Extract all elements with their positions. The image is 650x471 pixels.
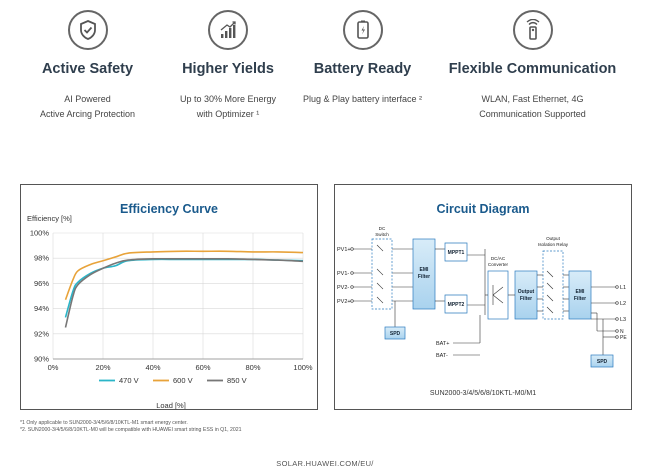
l2-label: L2 bbox=[620, 301, 626, 307]
efficiency-chart: 90% 92% 94% 96% 98% 100% 0% 20% 40% 60% 80% 100% Ef… bbox=[27, 214, 313, 409]
battery-phone-icon bbox=[342, 10, 383, 50]
output-filter-block bbox=[514, 270, 538, 320]
emi-label-1: EMI bbox=[420, 267, 430, 273]
feature-title: Higher Yields bbox=[182, 61, 274, 77]
x-tick-label: 20% bbox=[95, 363, 110, 372]
feature-title: Battery Ready bbox=[313, 61, 412, 77]
feature-active-safety: Active Safety AI Powered Active Arcing P… bbox=[30, 0, 145, 122]
dcac-label-1: DC/AC bbox=[491, 256, 506, 261]
feature-desc-line: Active Arcing Protection bbox=[39, 109, 136, 119]
shield-check-icon bbox=[67, 10, 108, 50]
x-tick-label: 80% bbox=[245, 363, 260, 372]
dc-switch-label-1: DC bbox=[379, 226, 386, 231]
feature-title: Flexible Communication bbox=[448, 61, 617, 77]
pv1-minus-label: PV1- bbox=[337, 271, 349, 277]
y-tick-label: 92% bbox=[34, 329, 49, 338]
feature-desc-line: Communication Supported bbox=[479, 109, 586, 119]
y-tick-label: 98% bbox=[34, 254, 49, 263]
y-tick-label: 90% bbox=[34, 355, 49, 364]
relay-box bbox=[542, 250, 564, 320]
footnote-2: *2. SUN2000-3/4/5/6/8/10KTL-M0 will be c… bbox=[20, 427, 242, 433]
series-line-600-v bbox=[64, 250, 304, 301]
bat-minus-label: BAT- bbox=[436, 353, 448, 359]
mppt1-block bbox=[444, 242, 468, 262]
l1-label: L1 bbox=[620, 285, 626, 291]
circuit-title: Circuit Diagram bbox=[436, 202, 530, 216]
x-tick-label: 40% bbox=[145, 363, 160, 372]
features-row: Active Safety AI Powered Active Arcing P… bbox=[0, 0, 650, 140]
pv2-minus-label: PV2- bbox=[337, 285, 349, 291]
circuit-panel: Circuit Diagram PV1+ PV1- PV2- PV2+ DC S… bbox=[334, 184, 632, 410]
feature-desc-line: WLAN, Fast Ethernet, 4G bbox=[481, 94, 584, 104]
circuit-diagram: PV1+ PV1- PV2- PV2+ DC Switch SPD EMI Fi… bbox=[337, 226, 627, 397]
wlan-dongle-icon bbox=[512, 10, 553, 50]
dc-switch-contacts bbox=[376, 244, 384, 304]
legend-label: 850 V bbox=[227, 376, 247, 385]
feature-desc: Up to 30% More Energy with Optimizer ¹ bbox=[168, 92, 288, 122]
feature-desc-line: Up to 30% More Energy bbox=[179, 94, 277, 104]
feature-desc: Plug & Play battery interface ² bbox=[300, 92, 425, 107]
legend-label: 600 V bbox=[173, 376, 193, 385]
feature-higher-yields: Higher Yields Up to 30% More Energy with… bbox=[168, 0, 288, 122]
x-tick-label: 100% bbox=[293, 363, 313, 372]
rising-bars-icon bbox=[208, 10, 248, 50]
spd-right-label: SPD bbox=[597, 359, 608, 365]
emi-filter-2-block bbox=[568, 270, 592, 320]
spd-right-block bbox=[590, 354, 614, 368]
relay-label-1: Output bbox=[546, 236, 561, 241]
emi2-label-1: EMI bbox=[576, 289, 586, 295]
feature-desc: AI Powered Active Arcing Protection bbox=[30, 92, 145, 122]
efficiency-title: Efficiency Curve bbox=[120, 202, 218, 216]
dc-switch-label-2: Switch bbox=[375, 232, 389, 237]
feature-desc: WLAN, Fast Ethernet, 4G Communication Su… bbox=[440, 92, 625, 122]
footnotes: *1 Only applicable to SUN2000-3/4/5/6/8/… bbox=[20, 420, 242, 434]
x-axis-label: Load [%] bbox=[156, 401, 186, 409]
y-tick-label: 94% bbox=[34, 304, 49, 313]
legend-label: 470 V bbox=[119, 376, 139, 385]
output-filter-label-2: Filter bbox=[520, 296, 532, 302]
relay-label-2: Isolation Relay bbox=[538, 242, 569, 247]
feature-desc-line: Plug & Play battery interface ² bbox=[302, 94, 423, 104]
x-tick-label: 0% bbox=[48, 363, 59, 372]
spd-left-block bbox=[384, 326, 406, 340]
y-tick-label: 96% bbox=[34, 279, 49, 288]
feature-desc-line: AI Powered bbox=[64, 94, 111, 104]
emi-filter-block bbox=[412, 238, 436, 310]
pe-label: PE bbox=[620, 335, 627, 341]
emi-label-2: Filter bbox=[418, 274, 430, 280]
emi2-label-2: Filter bbox=[574, 296, 586, 302]
y-tick-label: 100% bbox=[30, 229, 50, 238]
pv2-plus-label: PV2+ bbox=[337, 299, 351, 305]
output-filter-label-1: Output bbox=[518, 289, 535, 295]
feature-flexible-communication: Flexible Communication WLAN, Fast Ethern… bbox=[440, 0, 625, 122]
spd-left-label: SPD bbox=[390, 331, 401, 337]
footer-url[interactable]: SOLAR.HUAWEI.COM/EU/ bbox=[276, 459, 374, 468]
feature-desc-line: with Optimizer ¹ bbox=[196, 109, 260, 119]
dcac-converter-block bbox=[487, 270, 509, 320]
bat-plus-label: BAT+ bbox=[436, 341, 450, 347]
l3-label: L3 bbox=[620, 317, 626, 323]
feature-title: Active Safety bbox=[41, 61, 134, 77]
n-label: N bbox=[620, 329, 624, 335]
mppt1-label: MPPT1 bbox=[448, 250, 465, 256]
series-line-850-v bbox=[64, 257, 304, 328]
circuit-model-caption: SUN2000-3/4/5/6/8/10KTL-M0/M1 bbox=[430, 390, 536, 397]
mppt2-block bbox=[444, 294, 468, 314]
efficiency-panel: Efficiency Curve 90% 92% 94% 96% 98% 100% 0% 20… bbox=[20, 184, 318, 410]
feature-battery-ready: Battery Ready Plug & Play battery interf… bbox=[300, 0, 425, 107]
y-axis-label: Efficiency [%] bbox=[27, 214, 72, 223]
dcac-label-2: Converter bbox=[488, 262, 509, 267]
mppt2-label: MPPT2 bbox=[448, 302, 465, 308]
footnote-1: *1 Only applicable to SUN2000-3/4/5/6/8/… bbox=[20, 420, 188, 426]
x-tick-label: 60% bbox=[195, 363, 210, 372]
pv1-plus-label: PV1+ bbox=[337, 247, 351, 253]
